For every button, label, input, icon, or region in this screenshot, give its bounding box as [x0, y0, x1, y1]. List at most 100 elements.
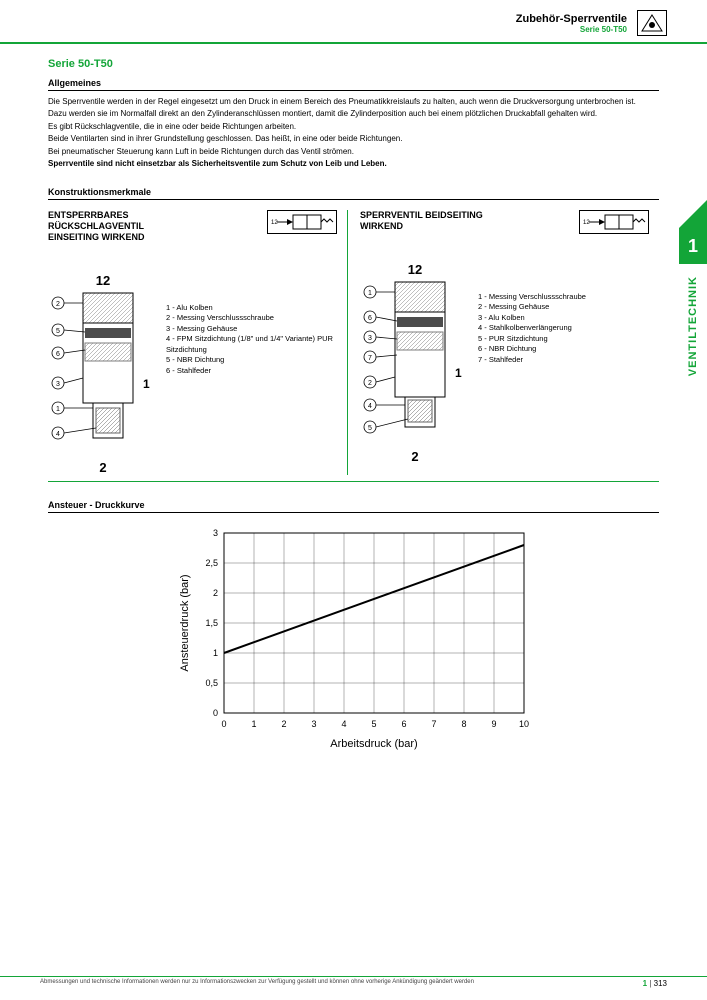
svg-text:2: 2	[281, 719, 286, 729]
t: WIRKEND	[360, 221, 403, 231]
general-p4: Beide Ventilarten sind in ihrer Grundste…	[48, 134, 659, 144]
legend-item: 3 - Alu Kolben	[478, 313, 586, 324]
legend-item: 4 - Stahlkolbenverlängerung	[478, 323, 586, 334]
port-bot: 2	[48, 460, 158, 475]
svg-text:4: 4	[56, 431, 60, 438]
svg-text:1: 1	[455, 366, 462, 380]
side-tab-number: 1	[679, 228, 707, 264]
port-bot: 2	[360, 449, 470, 464]
svg-text:1: 1	[368, 290, 372, 297]
svg-text:7: 7	[368, 355, 372, 362]
t: EINSEITING WIRKEND	[48, 232, 145, 242]
svg-text:9: 9	[491, 719, 496, 729]
legend-item: 5 - PUR Sitzdichtung	[478, 334, 586, 345]
header-text-block: Zubehör-Sperrventile Serie 50-T50	[516, 13, 627, 34]
series-title: Serie 50-T50	[48, 58, 659, 70]
general-p6: Sperrventile sind nicht einsetzbar als S…	[48, 159, 659, 169]
svg-text:1: 1	[143, 377, 150, 391]
valve-figure-right: 12 1 6 3	[360, 262, 651, 464]
port-top: 12	[360, 262, 470, 277]
svg-text:1: 1	[56, 406, 60, 413]
legend-item: 4 - FPM Sitzdichtung (1/8" und 1/4" Vari…	[166, 334, 339, 355]
diagram-right-col: SPERRVENTIL BEIDSEITING WIRKEND 12	[347, 210, 659, 474]
legend-item: 1 - Messing Verschlussschraube	[478, 292, 586, 303]
svg-text:5: 5	[371, 719, 376, 729]
legend-item: 6 - Stahlfeder	[166, 366, 339, 377]
valve-svg-left: 12	[48, 273, 158, 475]
schematic-symbol-left: 12	[267, 210, 337, 234]
diagram-left-col: ENTSPERRBARES RÜCKSCHLAGVENTIL EINSEITIN…	[48, 210, 347, 474]
svg-text:2: 2	[212, 588, 217, 598]
svg-text:10: 10	[518, 719, 528, 729]
legend-item: 7 - Stahlfeder	[478, 355, 586, 366]
brand-logo	[637, 10, 667, 36]
svg-text:7: 7	[431, 719, 436, 729]
header-subtitle: Serie 50-T50	[516, 25, 627, 34]
diagrams-row: ENTSPERRBARES RÜCKSCHLAGVENTIL EINSEITIN…	[48, 210, 659, 474]
svg-text:2: 2	[368, 380, 372, 387]
divider	[48, 199, 659, 200]
svg-text:8: 8	[461, 719, 466, 729]
footer-page: 313	[654, 979, 667, 988]
general-p2: Dazu werden sie im Normalfall direkt an …	[48, 109, 659, 119]
svg-text:3: 3	[56, 381, 60, 388]
legend-right: 1 - Messing Verschlussschraube 2 - Messi…	[478, 292, 586, 366]
page-header: Zubehör-Sperrventile Serie 50-T50	[0, 0, 707, 44]
divider	[48, 512, 659, 513]
legend-item: 2 - Messing Gehäuse	[478, 302, 586, 313]
svg-text:Arbeitsdruck (bar): Arbeitsdruck (bar)	[330, 738, 417, 750]
svg-text:4: 4	[341, 719, 346, 729]
legend-left: 1 - Alu Kolben 2 - Messing Verschlusssch…	[166, 303, 339, 377]
legend-item: 1 - Alu Kolben	[166, 303, 339, 314]
schematic-symbol-right: 12	[579, 210, 649, 234]
side-tab: 1 VENTILTECHNIK	[679, 200, 707, 400]
svg-text:1: 1	[251, 719, 256, 729]
t: ENTSPERRBARES	[48, 210, 129, 220]
chart-section: Ansteuer - Druckkurve 0 1 2 3 4 5 6 7 8 9 10 0 0,5 1 1…	[48, 500, 659, 753]
legend-item: 3 - Messing Gehäuse	[166, 324, 339, 335]
header-title: Zubehör-Sperrventile	[516, 13, 627, 25]
svg-text:6: 6	[401, 719, 406, 729]
t: RÜCKSCHLAGVENTIL	[48, 221, 144, 231]
valve-svg-right: 12 1 6 3	[360, 262, 470, 464]
chart-heading: Ansteuer - Druckkurve	[48, 500, 659, 510]
general-p5: Bei pneumatischer Steuerung kann Luft in…	[48, 147, 659, 157]
pressure-chart: 01234567891000,511,522,53Arbeitsdruck (b…	[174, 523, 534, 753]
content: Serie 50-T50 Allgemeines Die Sperrventil…	[0, 44, 707, 753]
svg-text:0: 0	[221, 719, 226, 729]
side-tab-text: VENTILTECHNIK	[687, 276, 699, 376]
sym-port: 12	[271, 220, 278, 226]
svg-text:0: 0	[212, 708, 217, 718]
svg-text:2: 2	[56, 301, 60, 308]
footer-disclaimer: Abmessungen und technische Informationen…	[40, 979, 474, 988]
divider-green	[48, 481, 659, 482]
page-footer: Abmessungen und technische Informationen…	[0, 976, 707, 988]
legend-item: 5 - NBR Dichtung	[166, 355, 339, 366]
svg-text:1,5: 1,5	[205, 618, 218, 628]
svg-text:0,5: 0,5	[205, 678, 218, 688]
port-top: 12	[48, 273, 158, 288]
footer-pagenum: 1 | 313	[643, 979, 667, 988]
svg-text:4: 4	[368, 403, 372, 410]
valve-figure-left: 12	[48, 273, 339, 475]
svg-text:5: 5	[368, 425, 372, 432]
svg-text:6: 6	[368, 315, 372, 322]
svg-text:3: 3	[368, 335, 372, 342]
construction-section: Konstruktionsmerkmale ENTSPERRBARES RÜCK…	[48, 187, 659, 481]
svg-text:3: 3	[311, 719, 316, 729]
legend-item: 6 - NBR Dichtung	[478, 344, 586, 355]
svg-text:6: 6	[56, 351, 60, 358]
svg-text:5: 5	[56, 328, 60, 335]
general-p1: Die Sperrventile werden in der Regel ein…	[48, 97, 659, 107]
svg-text:1: 1	[212, 648, 217, 658]
chart-wrap: 01234567891000,511,522,53Arbeitsdruck (b…	[48, 523, 659, 753]
divider	[48, 90, 659, 91]
general-heading: Allgemeines	[48, 78, 659, 88]
construction-heading: Konstruktionsmerkmale	[48, 187, 659, 197]
t: SPERRVENTIL BEIDSEITING	[360, 210, 483, 220]
side-tab-triangle	[679, 200, 707, 228]
svg-text:Ansteuerdruck (bar): Ansteuerdruck (bar)	[179, 574, 191, 671]
legend-item: 2 - Messing Verschlussschraube	[166, 313, 339, 324]
svg-text:3: 3	[212, 528, 217, 538]
svg-text:12: 12	[583, 220, 590, 226]
